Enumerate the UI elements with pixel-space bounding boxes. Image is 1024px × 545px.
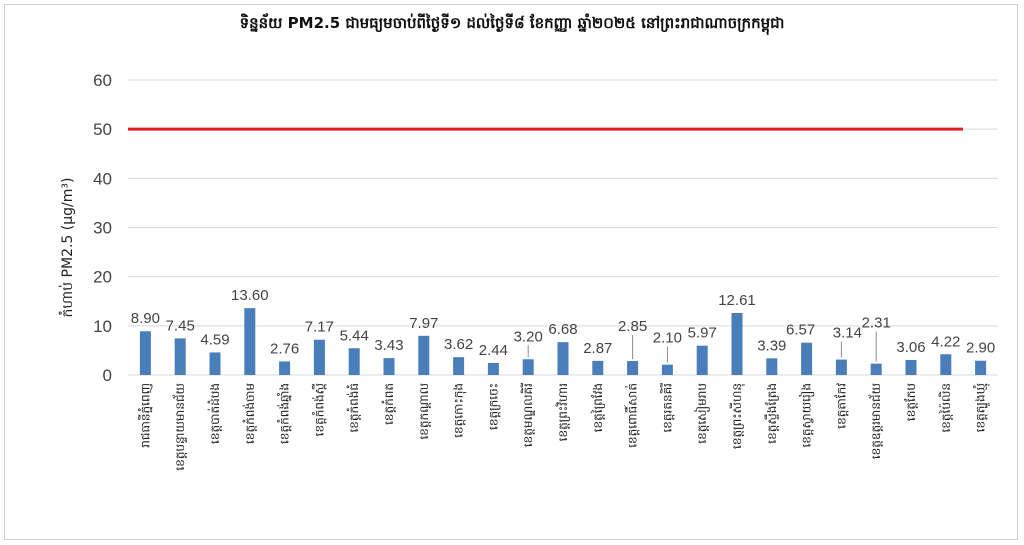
y-axis-label: កំហាប់ PM2.5 (µg/m³) [58,178,76,318]
y-tick-label: 10 [93,317,112,336]
bar [244,308,256,375]
data-label: 6.68 [548,321,577,338]
data-label: 2.44 [479,342,508,359]
category-label: ខេត្តកំពង់ចាម [242,383,257,444]
bar [905,359,917,375]
bar [209,352,221,375]
category-label: ខេត្តមណ្ឌលគិរី [520,383,535,447]
category-label: ខេត្តកណ្ដាល [417,383,431,440]
category-label: ខេត្តស្ទឹងត្រែង [764,383,779,444]
bar [940,354,952,375]
data-label: 8.90 [131,310,160,327]
category-labels: រាជធានីភ្នំពេញ ខេត្តបន្ទាយមានជ័យ ខេត្តបាត់… [137,383,990,471]
bar [313,339,325,375]
data-label: 3.14 [833,325,862,342]
data-label: 2.87 [583,340,612,357]
data-label: 7.97 [409,315,438,332]
y-axis-label-group: កំហាប់ PM2.5 (µg/m³) [58,178,76,318]
bar [592,360,604,375]
bar [731,313,743,375]
data-label: 7.45 [166,317,195,334]
data-label: 13.60 [231,287,269,304]
data-label: 7.17 [305,319,334,336]
bar [870,363,882,375]
data-label: 2.10 [653,330,682,347]
category-label: ខេត្តព្រៃវែង [590,383,605,432]
category-label: ខេត្តកំពង់ឆ្នាំង [277,383,292,444]
data-label: 4.59 [200,331,229,348]
bar [627,360,639,375]
y-tick-label: 50 [93,120,112,139]
bar [174,338,186,375]
category-label: ខេត្តកំពង់ស្ពឺ [311,383,326,436]
bar [522,359,534,375]
category-label: ខេត្តកោះកុង [452,383,467,438]
bar [696,345,708,375]
category-label: ខេត្តត្បូងឃ្មុំ [973,383,991,432]
y-tick-labels: 0 10 20 30 40 50 60 [93,71,112,385]
category-label: ខេត្តក្រចេះ [486,383,500,430]
category-label: ខេត្តកំពត [381,383,396,425]
data-label: 3.20 [514,328,543,345]
y-tick-label: 20 [93,268,112,287]
category-label: ខេត្តបាត់ដំបង [207,383,222,444]
y-tick-label: 0 [103,366,112,385]
data-labels: 8.90 7.45 4.59 13.60 2.76 7.17 5.44 3.43 7.97 3.6… [131,287,995,359]
category-label: ខេត្តព្រះវិហារ [555,383,570,442]
category-label: ខេត្តតាកែវ [833,383,848,429]
data-label: 2.90 [966,340,995,357]
data-label: 5.44 [340,327,369,344]
bar [661,364,673,375]
bar [766,358,778,375]
data-label: 6.57 [786,322,815,339]
data-label: 2.31 [862,315,891,332]
category-label: ខេត្តឧត្តរមានជ័យ [868,383,883,459]
category-label: ខេត្តកំពង់ធំ [346,383,361,433]
chart-title: ទិន្នន័យ PM2.5 ជាមធ្យមចាប់ពីថ្ងៃទី១ ដល់ថ… [239,14,785,32]
bar [348,348,360,375]
category-label: ខេត្តប៉ៃលិន [938,383,953,433]
category-label: ខេត្តបន្ទាយមានជ័យ [172,383,187,471]
data-label: 3.43 [374,337,403,354]
bar [139,331,151,375]
category-label: ខេត្តកែប [903,383,918,421]
data-label: 12.61 [718,292,756,309]
bar [487,363,499,375]
data-label: 2.85 [618,318,647,335]
data-label: 5.97 [688,325,717,342]
y-tick-label: 40 [93,169,112,188]
category-label: រាជធានីភ្នំពេញ [137,383,152,448]
label-leader-lines [527,331,877,363]
chart-frame [4,4,1018,540]
bar [279,361,291,375]
data-label: 2.76 [270,340,299,357]
bar [801,342,813,375]
bar [418,335,430,375]
y-tick-label: 60 [93,71,112,90]
y-tick-label: 30 [93,219,112,238]
data-label: 3.06 [896,339,925,356]
category-label: ខេត្តស្វាយរៀង [799,383,815,448]
category-label: ខេត្តរតនគិរី [659,383,674,433]
data-label: 4.22 [931,333,960,350]
bar [453,357,465,375]
bars [139,308,987,375]
bar [835,359,847,375]
category-label: ខេត្តព្រះសីហនុ [729,383,745,449]
category-label: ខេត្តពោធិ៍សាត់ [624,383,640,448]
bar [383,358,395,375]
bar [557,342,569,375]
data-label: 3.39 [757,337,786,354]
data-label: 3.62 [444,336,473,353]
bar [975,360,987,375]
category-label: ខេត្តសៀមរាប [694,383,710,444]
